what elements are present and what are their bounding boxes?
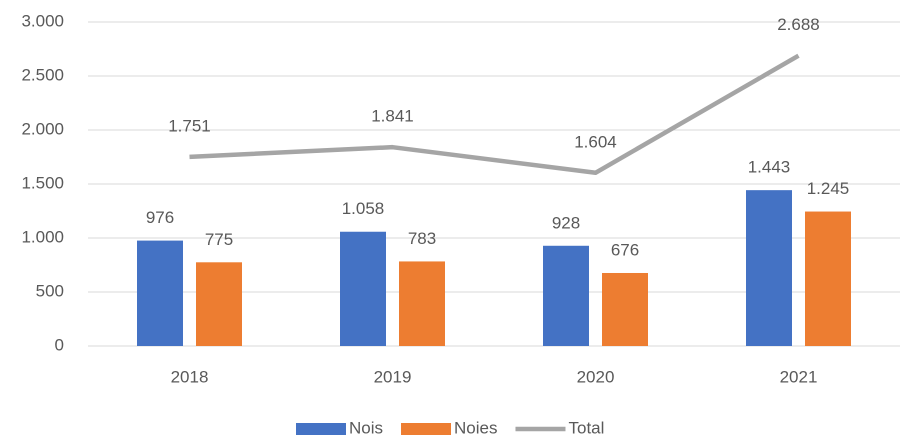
x-tick-label: 2020 [577, 367, 615, 386]
data-label: 676 [611, 240, 639, 259]
data-label: 783 [408, 229, 436, 248]
y-tick-label: 1.000 [21, 227, 64, 246]
bar [399, 261, 445, 346]
bar [543, 245, 589, 346]
data-label: 1.245 [807, 179, 850, 198]
legend-label: Nois [349, 418, 383, 437]
x-tick-label: 2018 [171, 367, 209, 386]
data-label: 1.443 [748, 158, 791, 177]
y-tick-label: 1.500 [21, 173, 64, 192]
legend-swatch [401, 423, 452, 435]
data-label: 2.688 [777, 15, 820, 34]
x-tick-label: 2019 [374, 367, 412, 386]
data-label: 976 [146, 208, 174, 227]
bar [602, 272, 648, 346]
data-label: 1.751 [168, 116, 211, 135]
legend-label: Total [568, 418, 604, 437]
legend-swatch [296, 423, 346, 435]
data-label: 1.058 [342, 199, 385, 218]
data-label: 1.841 [371, 107, 414, 126]
x-tick-label: 2021 [780, 367, 818, 386]
data-label: 1.604 [574, 132, 617, 151]
data-label: 775 [205, 230, 233, 249]
legend-label: Noies [454, 418, 497, 437]
data-label: 928 [552, 213, 580, 232]
y-tick-label: 2.000 [21, 119, 64, 138]
bar [137, 240, 183, 346]
bar [340, 231, 386, 346]
line [189, 53, 800, 176]
y-tick-label: 3.000 [21, 11, 64, 30]
bar [805, 211, 851, 346]
y-tick-label: 0 [55, 335, 64, 354]
bar [196, 262, 242, 346]
bar [746, 190, 792, 346]
y-tick-label: 2.500 [21, 65, 64, 84]
y-tick-label: 500 [36, 281, 64, 300]
